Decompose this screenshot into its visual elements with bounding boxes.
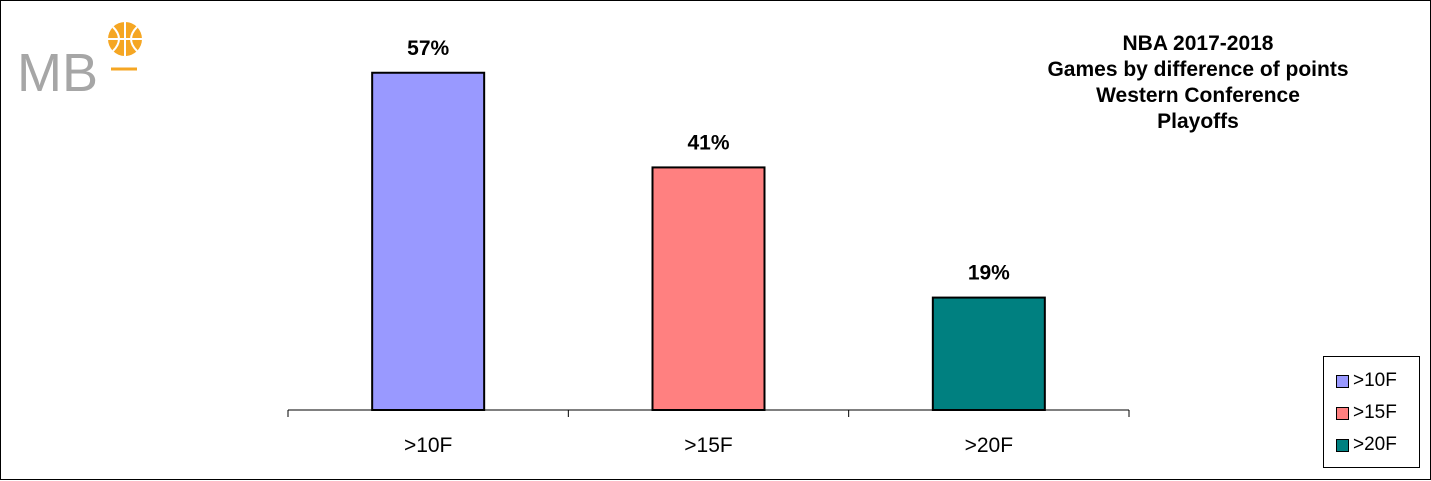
bar: [371, 71, 486, 411]
x-tick-label: >15F: [684, 434, 732, 457]
data-label: 41%: [687, 131, 729, 154]
logo-text: MB: [17, 43, 98, 101]
legend-item: >10F: [1324, 365, 1419, 397]
data-label: 57%: [407, 37, 449, 60]
legend-item: >15F: [1324, 397, 1419, 429]
basketball-icon: [108, 22, 142, 71]
legend-swatch: [1336, 374, 1349, 388]
data-label: 19%: [968, 262, 1010, 285]
legend-item: >20F: [1324, 429, 1419, 461]
mb-logo: MB: [17, 22, 142, 101]
legend-label: >10F: [1353, 370, 1397, 391]
legend-swatch: [1336, 406, 1349, 420]
bar: [651, 166, 766, 411]
legend-label: >15F: [1353, 402, 1397, 423]
chart-title: NBA 2017-2018 Games by difference of poi…: [978, 31, 1418, 135]
legend: >10F >15F >20F: [1323, 356, 1420, 468]
title-line: Games by difference of points: [1047, 58, 1349, 81]
legend-label: >20F: [1353, 434, 1397, 455]
title-line: NBA 2017-2018: [1122, 32, 1274, 55]
bar: [931, 296, 1046, 412]
title-line: Western Conference: [1096, 84, 1300, 107]
title-line: Playoffs: [1157, 110, 1239, 133]
x-tick-label: >10F: [404, 434, 452, 457]
x-tick-label: >20F: [965, 434, 1013, 457]
legend-swatch: [1336, 438, 1349, 452]
